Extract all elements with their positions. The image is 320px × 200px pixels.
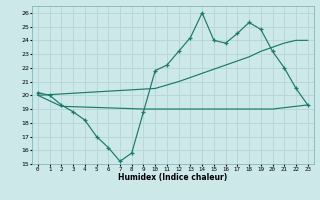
X-axis label: Humidex (Indice chaleur): Humidex (Indice chaleur): [118, 173, 228, 182]
